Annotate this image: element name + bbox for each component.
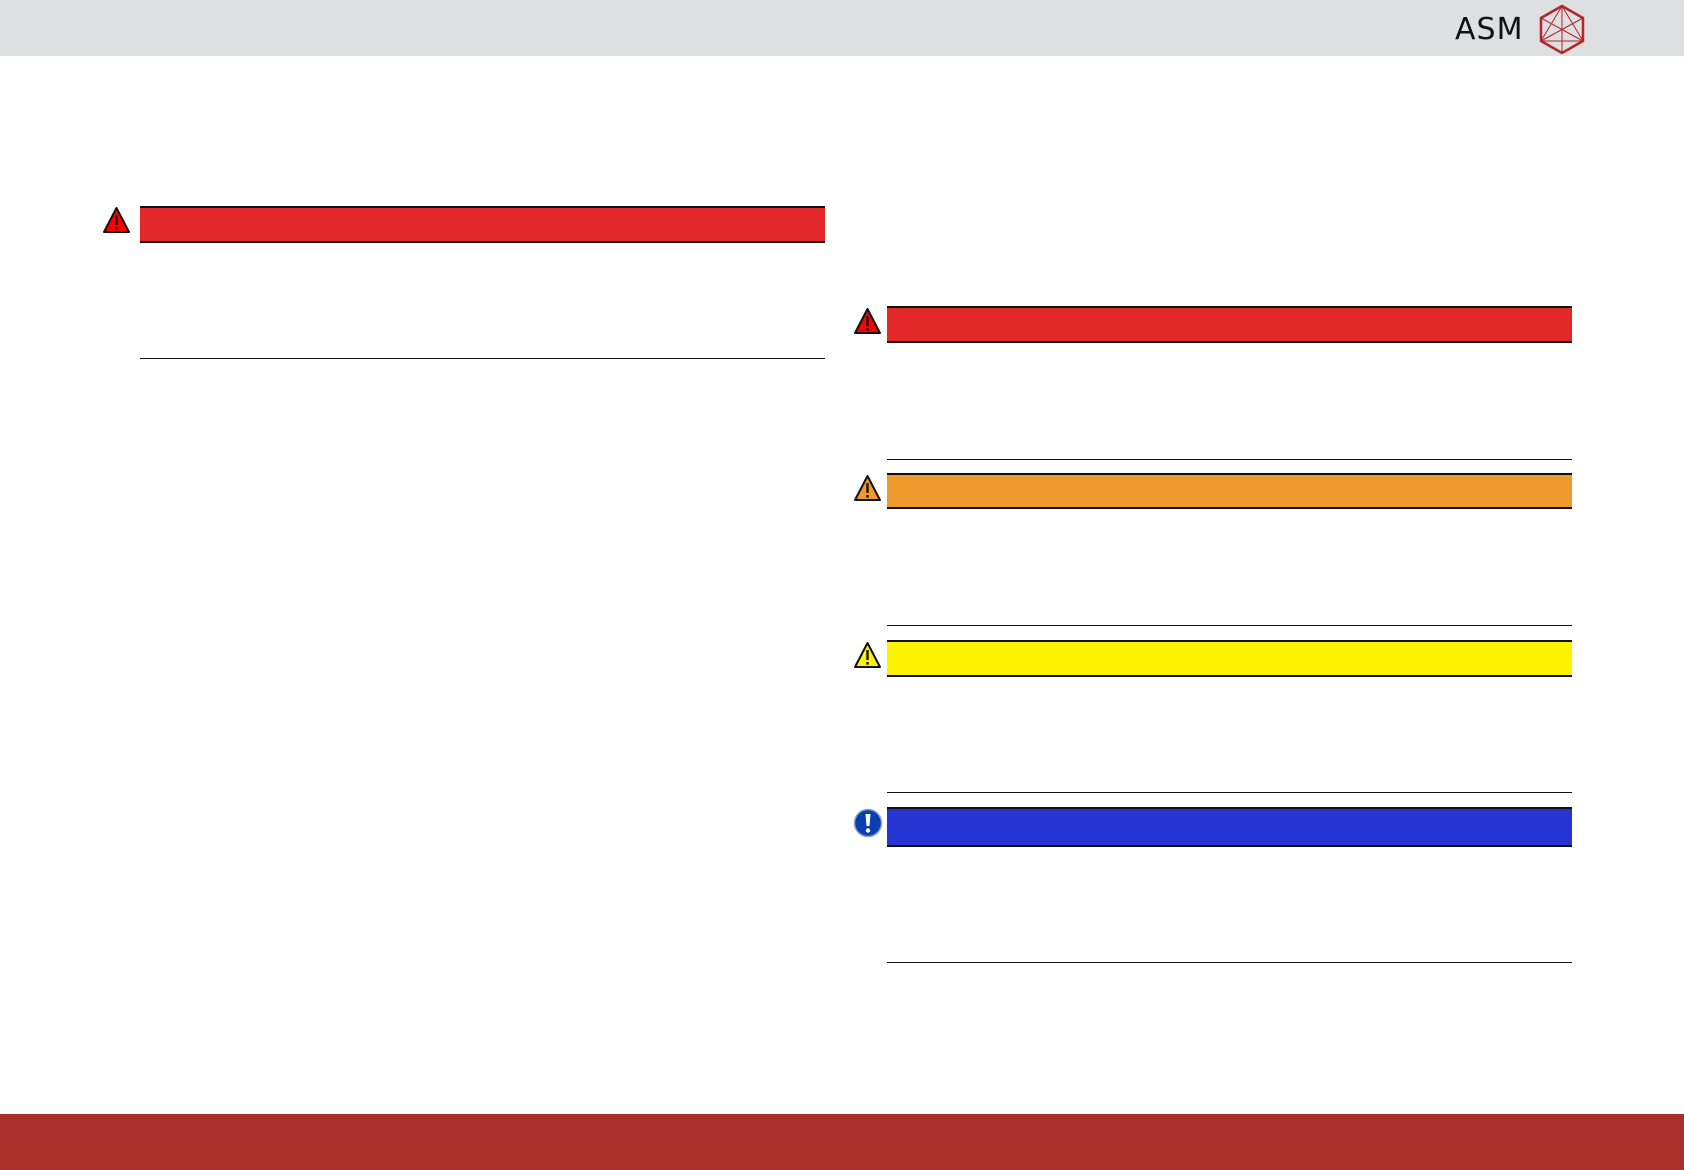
notice-divider	[887, 625, 1572, 626]
danger-notice-header	[887, 306, 1572, 343]
warning-triangle-icon	[854, 308, 881, 334]
page-header: ASM	[0, 0, 1684, 56]
notice-header	[887, 807, 1572, 847]
warning-triangle-icon	[854, 475, 881, 501]
warning-triangle-icon	[103, 207, 130, 233]
notice-divider	[887, 459, 1572, 460]
notice-divider	[887, 962, 1572, 963]
warning-notice-header	[887, 473, 1572, 509]
asm-logo: ASM	[1455, 4, 1587, 54]
exclamation-circle-icon	[853, 808, 883, 838]
logo-text: ASM	[1455, 11, 1524, 47]
danger-notice-header	[140, 206, 825, 243]
warning-triangle-icon	[854, 642, 881, 668]
notice-divider	[140, 358, 825, 359]
page-footer	[0, 1114, 1684, 1170]
asm-logo-icon	[1540, 4, 1585, 54]
notice-divider	[887, 792, 1572, 793]
caution-notice-header	[887, 640, 1572, 677]
